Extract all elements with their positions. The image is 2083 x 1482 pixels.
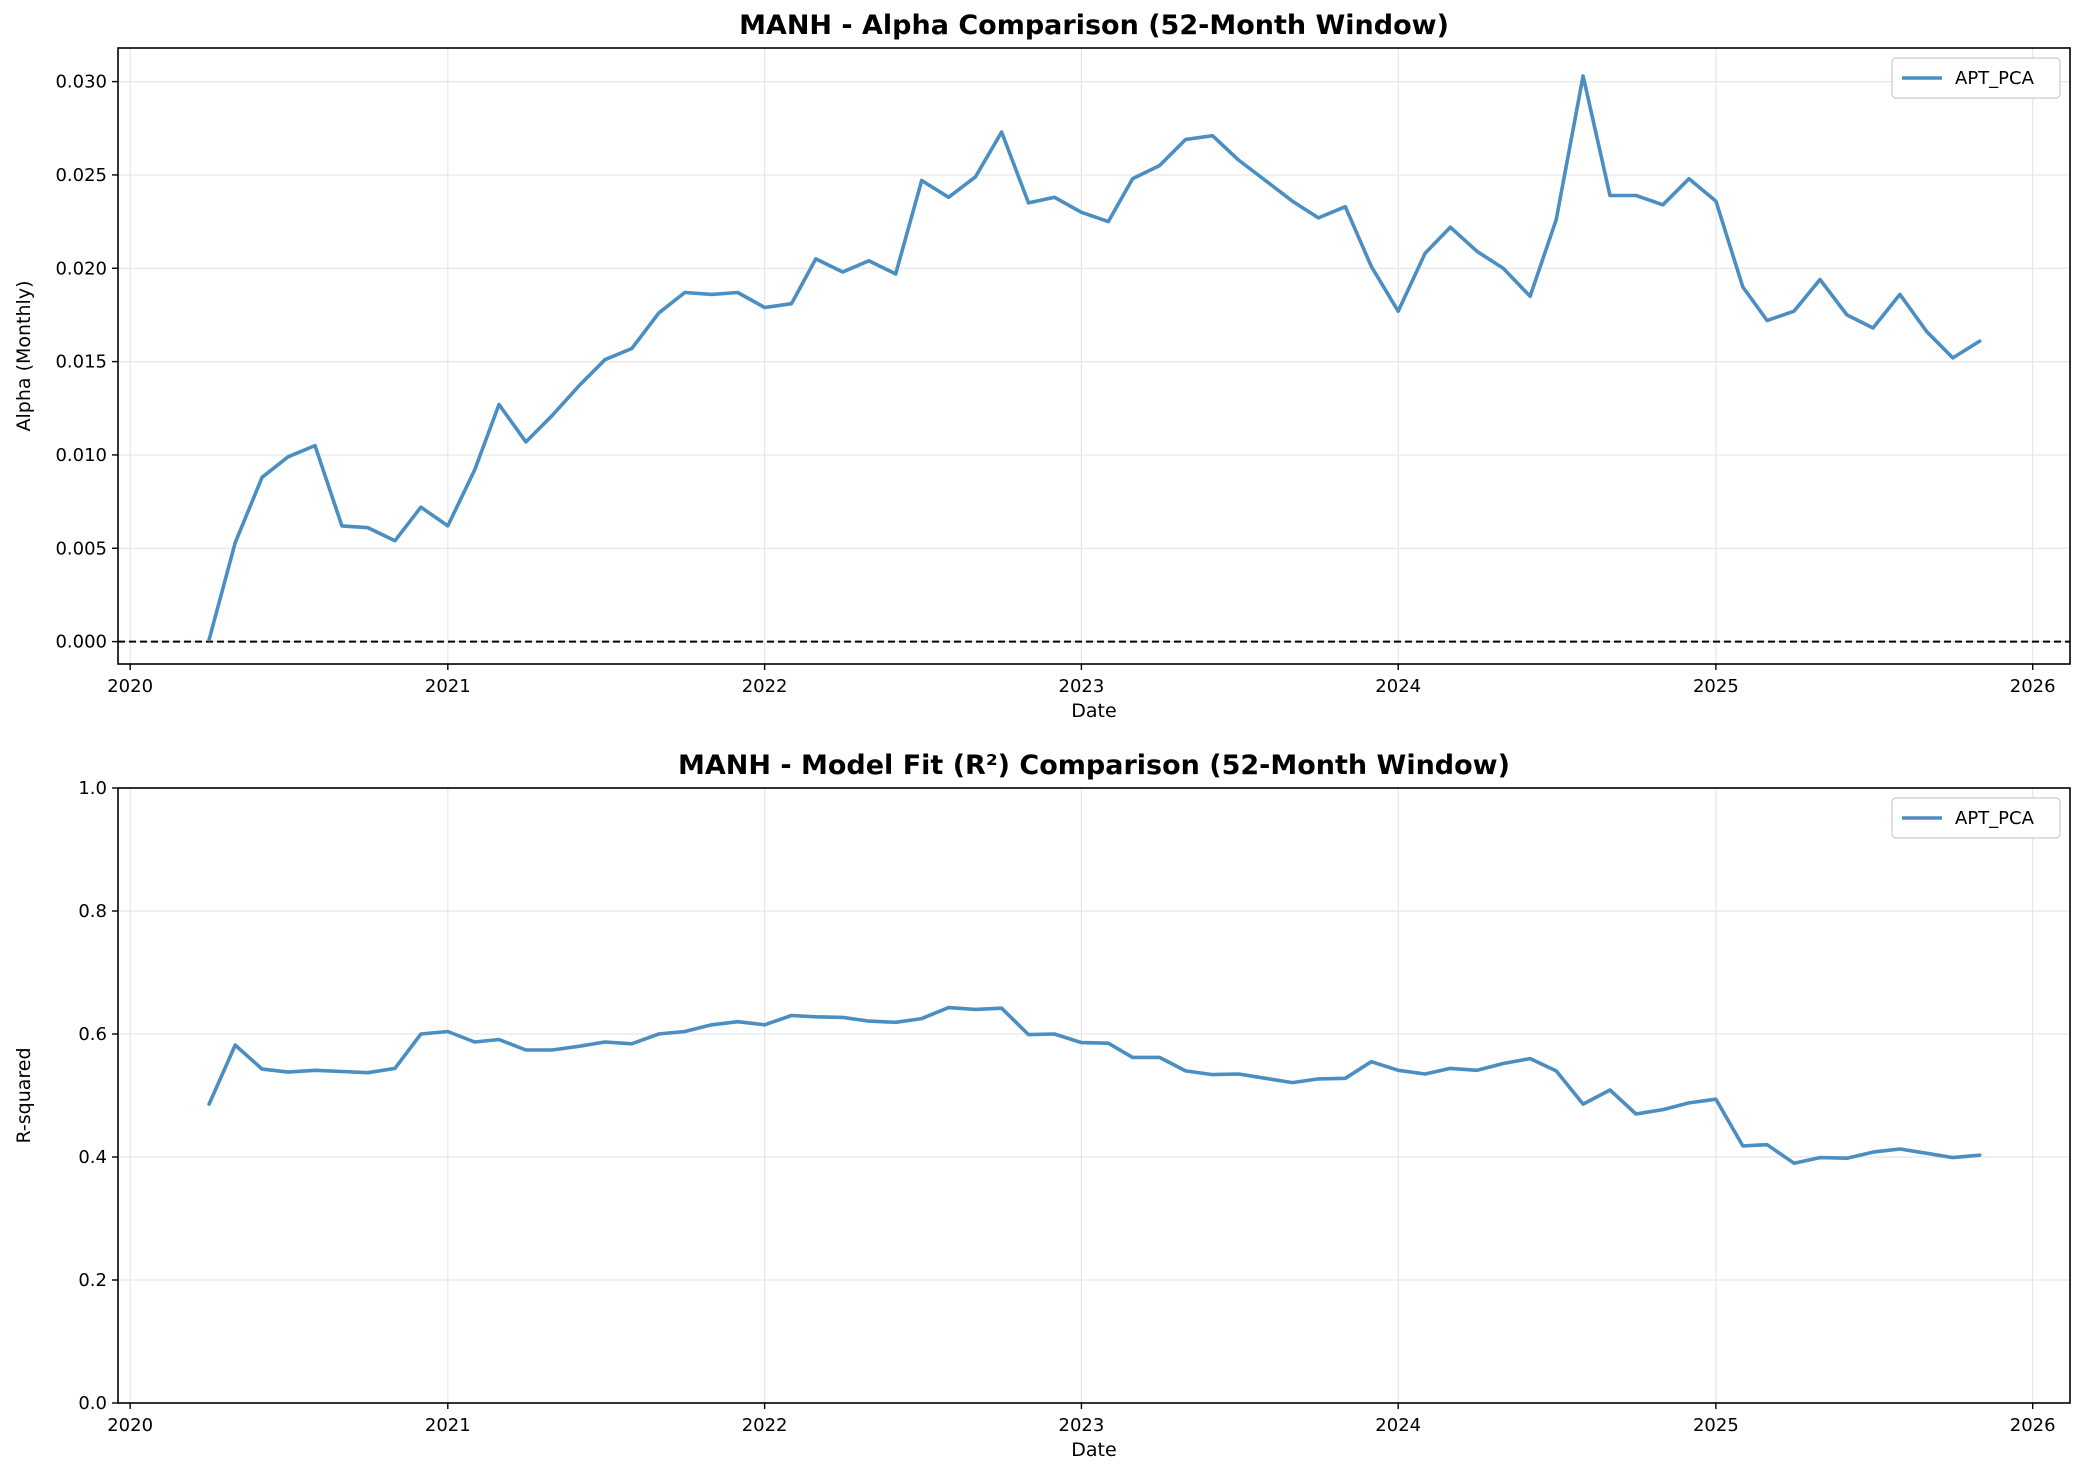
y-tick-label: 0.010: [55, 445, 107, 466]
x-tick-label: 2025: [1693, 676, 1739, 697]
y-tick-label: 0.0: [78, 1393, 107, 1414]
legend-label: APT_PCA: [1955, 808, 2035, 829]
x-tick-label: 2025: [1693, 1415, 1739, 1436]
grid: [118, 48, 2070, 664]
legend-box: [1891, 797, 2061, 839]
y-tick-label: 0.6: [78, 1024, 107, 1045]
x-axis-label: Date: [1071, 1439, 1116, 1461]
chart-1: 2020 2021 2022 2023 2024 2025 2026 0.000 0.005 0.…: [13, 10, 2071, 722]
x-tick-label: 2022: [742, 676, 788, 697]
legend: APT_PCA: [1891, 797, 2061, 839]
x-tick-label: 2022: [742, 1415, 788, 1436]
y-tick-label: 0.015: [55, 352, 107, 373]
axes-frame: [117, 787, 2071, 1404]
legend-label: APT_PCA: [1955, 68, 2035, 89]
chart-2: 2020 2021 2022 2023 2024 2025 2026 0.0 0.2 0.4 0.6…: [13, 750, 2071, 1461]
x-tick-label: 2020: [107, 676, 153, 697]
x-tick-label: 2023: [1059, 1415, 1105, 1436]
x-tick-label: 2021: [425, 676, 471, 697]
axes-frame: [117, 47, 2071, 665]
y-axis-label: Alpha (Monthly): [13, 281, 35, 432]
x-tick-label: 2024: [1375, 676, 1421, 697]
y-tick-label: 0.025: [55, 165, 107, 186]
series-line-apt-pca: [207, 74, 1982, 642]
legend: APT_PCA: [1891, 57, 2061, 99]
legend-box: [1891, 57, 2061, 99]
y-tick-label: 0.020: [55, 258, 107, 279]
x-tick-label: 2026: [2010, 1415, 2056, 1436]
x-tick-label: 2020: [107, 1415, 153, 1436]
y-tick-label: 0.8: [78, 901, 107, 922]
grid: [118, 787, 2070, 1404]
y-tick-label: 0.4: [78, 1147, 107, 1168]
y-tick-label: 0.005: [55, 538, 107, 559]
y-axis-label: R-squared: [13, 1047, 35, 1143]
y-tick-label: 0.030: [55, 72, 107, 93]
y-tick-label: 1.0: [78, 778, 107, 799]
chart-title: MANH - Alpha Comparison (52-Month Window…: [739, 10, 1449, 41]
chart-title: MANH - Model Fit (R²) Comparison (52-Mon…: [678, 750, 1510, 781]
x-tick-label: 2023: [1059, 676, 1105, 697]
y-tick-label: 0.000: [55, 632, 107, 653]
x-tick-label: 2026: [2010, 676, 2056, 697]
x-axis-label: Date: [1071, 700, 1116, 722]
y-tick-label: 0.2: [78, 1270, 107, 1291]
x-tick-label: 2021: [425, 1415, 471, 1436]
series-line-apt-pca: [207, 1005, 1982, 1165]
x-tick-label: 2024: [1375, 1415, 1421, 1436]
